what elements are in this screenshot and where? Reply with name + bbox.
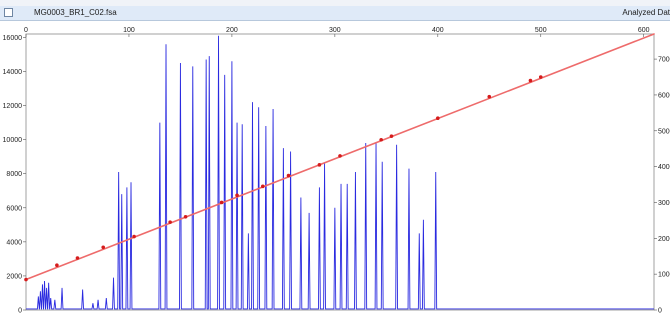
size-standard-marker	[538, 75, 543, 79]
x-tick-label: 0	[24, 27, 28, 34]
size-standard-marker	[235, 193, 239, 198]
size-standard-marker	[260, 184, 265, 189]
y-tick-label: 8000	[6, 171, 22, 178]
x-tick-label: 500	[535, 27, 547, 34]
size-standard-marker	[436, 116, 440, 121]
size-standard-marker	[101, 245, 106, 250]
x-tick-label: 400	[432, 27, 444, 34]
right-y-tick-label: 5000	[658, 128, 670, 135]
size-standard-marker	[132, 234, 136, 239]
electropherogram-chart[interactable]: 0 100 200 300 400 500 600 0 2000 4000 6000 8000 100…	[0, 20, 670, 320]
size-standard-marker	[219, 200, 224, 205]
panel-select-checkbox[interactable]	[4, 8, 13, 17]
size-standard-marker	[24, 277, 28, 282]
size-standard-marker	[168, 220, 172, 224]
x-tick-label: 200	[226, 27, 238, 34]
right-y-tick-label: 0	[658, 308, 662, 315]
x-tick-label: 100	[123, 27, 135, 34]
size-standard-marker	[487, 94, 492, 99]
size-standard-marker	[183, 215, 188, 219]
right-y-axis: 0 1000 2000 3000 4000 5000 6000 7000	[654, 57, 670, 315]
sample-file-name: MG0003_BR1_C02.fsa	[34, 8, 117, 17]
x-axis: 0 100 200 300 400 500 600	[24, 27, 650, 37]
analyzed-data-label: Analyzed Dat	[622, 8, 670, 17]
right-y-tick-label: 2000	[658, 236, 670, 243]
size-standard-marker	[338, 154, 342, 158]
size-standard-marker	[75, 256, 80, 260]
y-tick-label: 12000	[3, 103, 23, 110]
right-y-tick-label: 1000	[658, 272, 670, 279]
y-tick-label: 2000	[6, 273, 22, 280]
panel-title-bar: MG0003_BR1_C02.fsa Analyzed Dat	[0, 6, 670, 21]
y-tick-label: 4000	[6, 239, 22, 246]
y-tick-label: 16000	[3, 35, 23, 42]
size-standard-marker	[286, 173, 291, 178]
y-axis: 0 2000 4000 6000 8000 10000 12000 14000 16000	[3, 35, 26, 315]
size-standard-marker	[528, 78, 533, 83]
size-standard-marker	[317, 163, 322, 167]
peak-trace	[26, 35, 654, 310]
size-standard-marker	[55, 263, 59, 267]
peak-trace-line	[26, 35, 654, 310]
y-tick-label: 14000	[3, 69, 23, 76]
y-tick-label: 10000	[3, 137, 23, 144]
x-tick-label: 300	[329, 27, 341, 34]
right-y-tick-label: 3000	[658, 200, 670, 207]
right-y-tick-label: 4000	[658, 164, 670, 171]
right-y-tick-label: 6000	[658, 92, 670, 99]
x-tick-label: 600	[638, 27, 650, 34]
y-tick-label: 6000	[6, 205, 22, 212]
right-y-tick-label: 7000	[658, 57, 670, 64]
y-tick-label: 0	[18, 308, 22, 315]
size-standard-marker	[389, 134, 394, 138]
size-standard-marker	[379, 137, 383, 142]
top-strip	[0, 0, 670, 6]
size-calibration-curve	[24, 33, 655, 282]
